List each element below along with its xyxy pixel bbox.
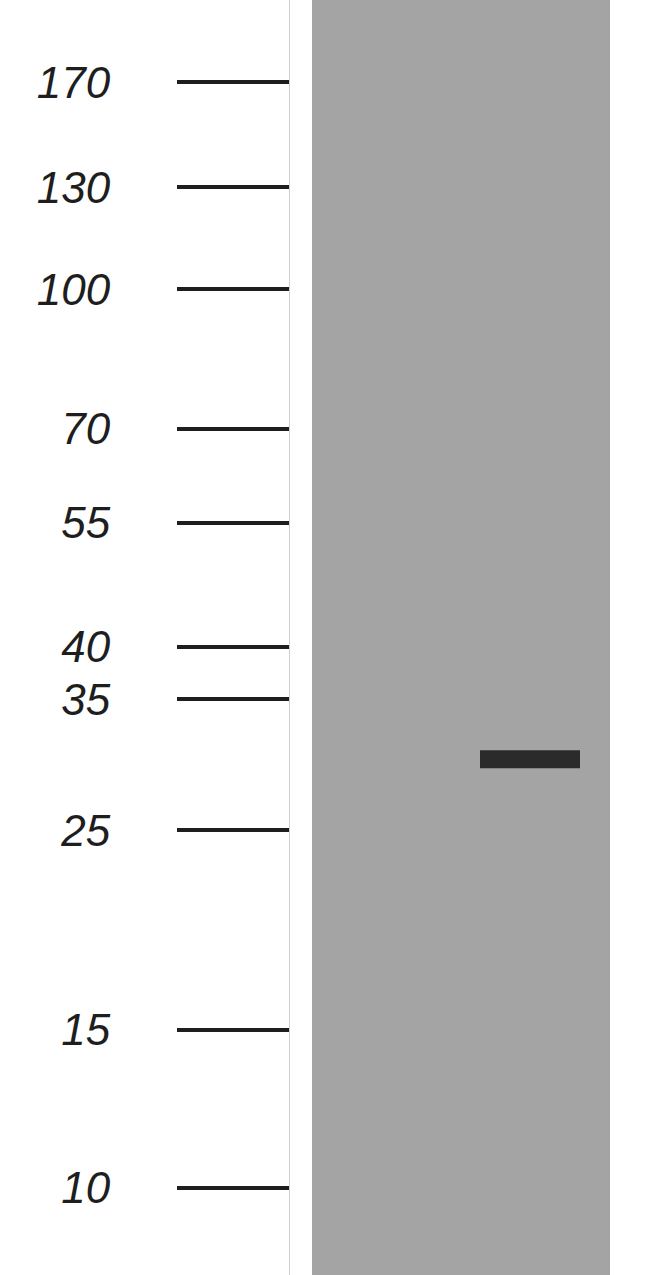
svg-text:40: 40 [61,622,110,671]
svg-text:25: 25 [60,806,110,855]
svg-text:10: 10 [61,1163,110,1212]
svg-text:100: 100 [37,265,111,314]
svg-text:130: 130 [37,163,111,212]
svg-text:70: 70 [61,404,110,453]
svg-text:55: 55 [61,498,110,547]
svg-text:35: 35 [61,675,110,724]
svg-text:170: 170 [37,58,111,107]
svg-text:15: 15 [61,1005,110,1054]
